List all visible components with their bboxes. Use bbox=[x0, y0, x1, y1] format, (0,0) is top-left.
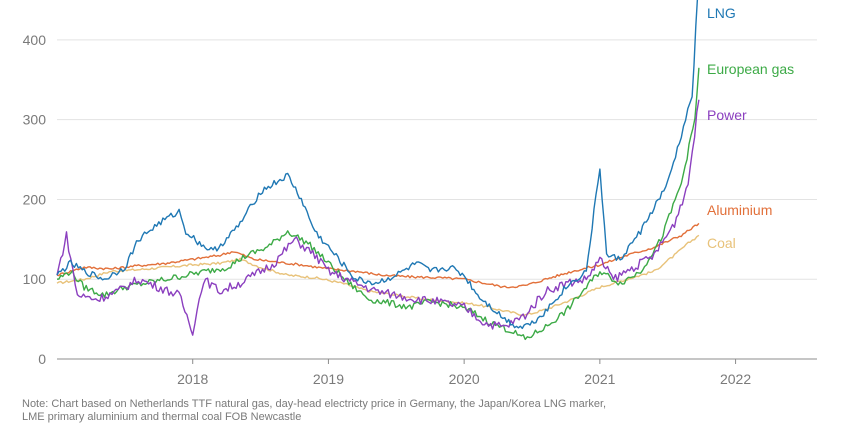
y-tick-labels: 0 100 200 300 400 bbox=[23, 32, 47, 367]
x-tick-label: 2021 bbox=[584, 371, 615, 387]
x-tick-label: 2020 bbox=[449, 371, 480, 387]
note-line-1: Note: Chart based on Netherlands TTF nat… bbox=[22, 398, 607, 410]
x-tick-label: 2019 bbox=[313, 371, 344, 387]
series-lines bbox=[56, 0, 700, 341]
x-tick-label: 2018 bbox=[177, 371, 208, 387]
series-labels: LNG European gas Power Aluminium Coal bbox=[707, 5, 794, 251]
series-label-european-gas: European gas bbox=[707, 61, 794, 77]
series-line-lng bbox=[56, 0, 699, 330]
x-axis bbox=[57, 358, 817, 364]
series-label-aluminium: Aluminium bbox=[707, 202, 772, 218]
y-tick-label: 400 bbox=[23, 32, 47, 48]
y-tick-label: 0 bbox=[38, 351, 46, 367]
chart-note: Note: Chart based on Netherlands TTF nat… bbox=[22, 398, 842, 424]
gridlines bbox=[57, 39, 817, 280]
series-label-coal: Coal bbox=[707, 235, 736, 251]
series-line-aluminium bbox=[56, 222, 700, 289]
line-chart: 0 100 200 300 400 2018 2019 2020 2021 2022 LNG Eu… bbox=[23, 0, 817, 387]
series-label-power: Power bbox=[707, 107, 747, 123]
note-line-2: LME primary aluminium and thermal coal F… bbox=[22, 411, 302, 423]
x-tick-labels: 2018 2019 2020 2021 2022 bbox=[177, 371, 751, 387]
series-line-power bbox=[56, 99, 700, 336]
y-tick-label: 100 bbox=[23, 271, 47, 287]
y-tick-label: 300 bbox=[23, 112, 47, 128]
x-tick-label: 2022 bbox=[720, 371, 751, 387]
series-line-european-gas bbox=[56, 67, 700, 341]
series-line-coal bbox=[56, 234, 700, 317]
series-label-lng: LNG bbox=[707, 5, 736, 21]
y-tick-label: 200 bbox=[23, 191, 47, 207]
